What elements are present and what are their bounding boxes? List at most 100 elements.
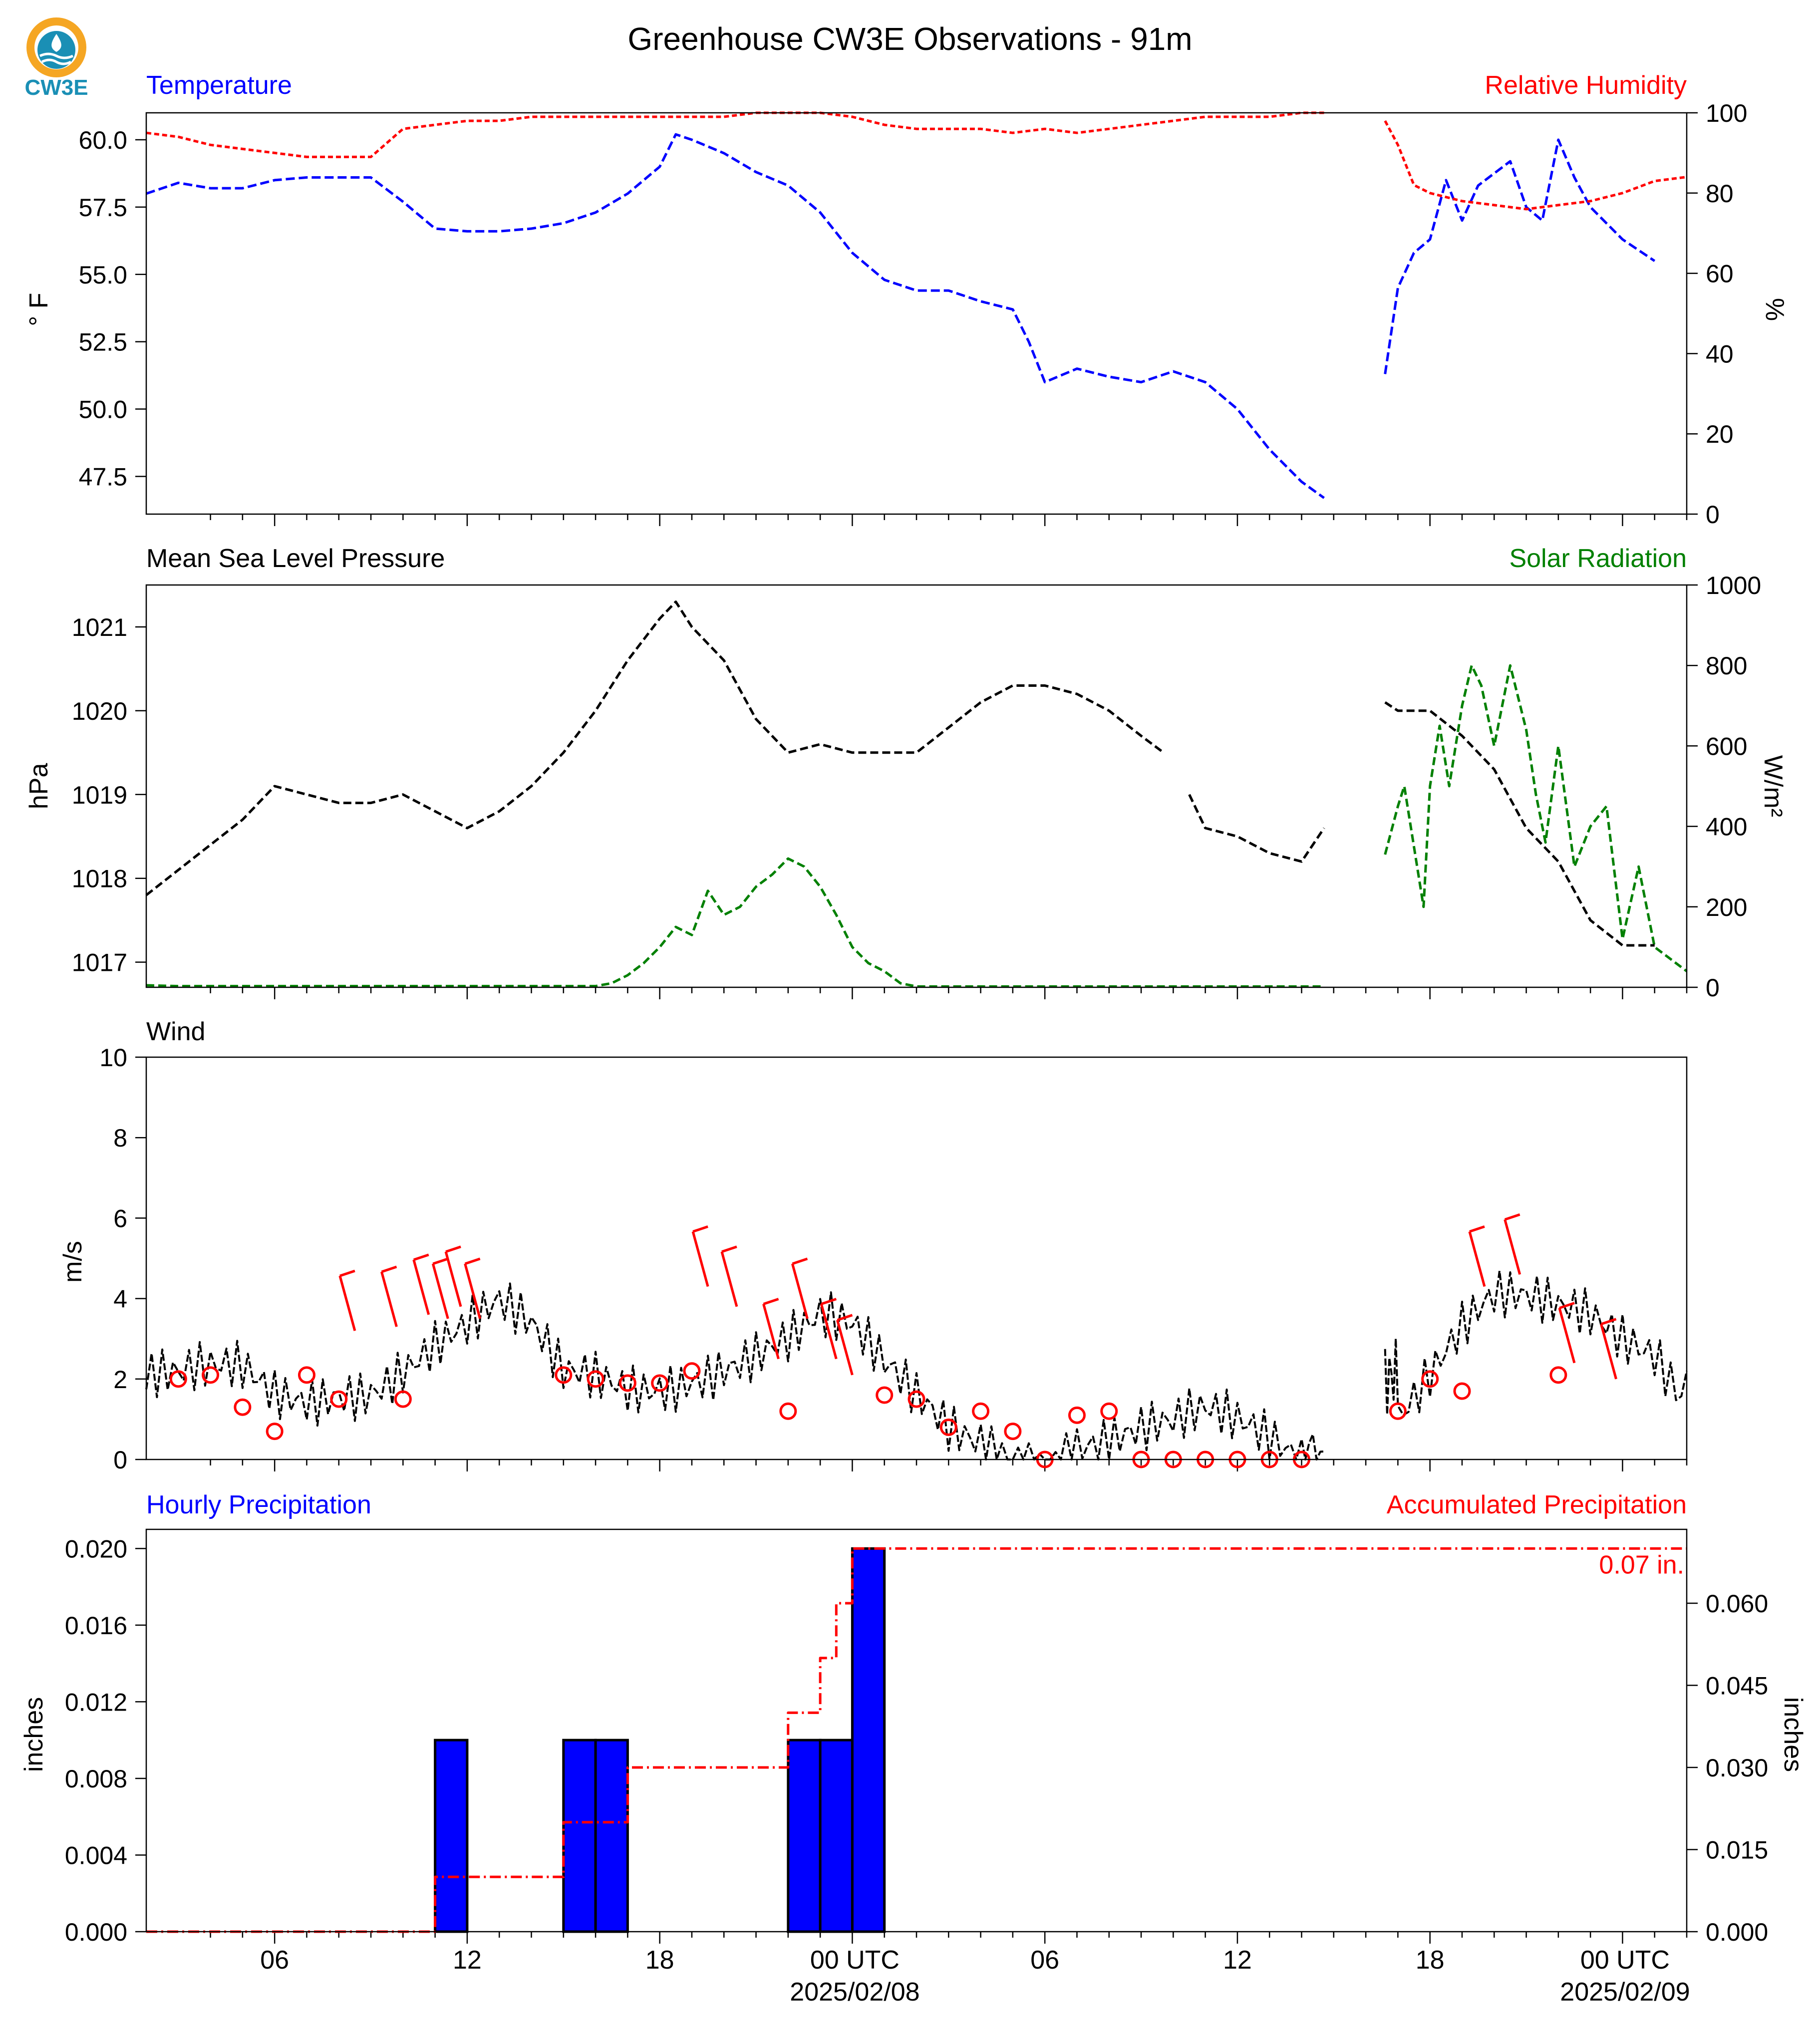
calm-wind-marker — [169, 1370, 187, 1388]
humidity-line — [1384, 120, 1687, 211]
panel2-ticks: 1017 1018 1019 1020 1021 0 200 400 600 800 1000 — [72, 572, 1761, 1002]
temperature-y-tick-label: 57.5 — [79, 194, 127, 222]
accum-y-tick-label: 0.015 — [1706, 1836, 1768, 1864]
wind-barb-flag — [413, 1253, 429, 1261]
calm-wind-marker — [1100, 1402, 1118, 1420]
panel4-ticks: 0.000 0.004 0.008 0.012 0.016 0.020 0.000 0.015… — [65, 1535, 1768, 1946]
wind-barb-flag — [339, 1269, 355, 1277]
x-tick-label: 00 UTC — [810, 1946, 900, 1975]
temperature-y-tick-label: 47.5 — [79, 463, 127, 491]
wind-barb-flag — [1504, 1213, 1520, 1221]
wind-barb — [720, 1251, 738, 1307]
humidity-y-tick-label: 60 — [1706, 260, 1734, 288]
calm-wind-marker — [1004, 1423, 1022, 1441]
panel2-frame — [145, 584, 1688, 988]
pressure-line — [1188, 794, 1325, 863]
x-tick-label: 06 — [260, 1946, 289, 1975]
temperature-line — [146, 133, 1325, 499]
humidity-y-tick-label: 40 — [1706, 340, 1734, 368]
precip-y-tick-label: 0.012 — [65, 1688, 127, 1716]
panel-temperature-humidity: Temperature Relative Humidity ° F % 47.5… — [24, 71, 1789, 529]
wind-barb — [1600, 1324, 1617, 1380]
solar-y-tick-label: 600 — [1706, 732, 1747, 760]
x-tick-label: 18 — [1416, 1946, 1445, 1975]
calm-wind-marker — [298, 1366, 315, 1384]
humidity-y-tick-label: 80 — [1706, 180, 1734, 208]
wind-barb-flag — [432, 1257, 449, 1265]
panel1-frame — [145, 112, 1688, 515]
accum-y-tick-label: 0.060 — [1706, 1590, 1768, 1618]
solar-y-tick-label: 1000 — [1706, 572, 1761, 599]
calm-wind-marker — [266, 1423, 284, 1441]
solar-y-tick-label: 400 — [1706, 813, 1747, 841]
precip-bar — [787, 1738, 822, 1933]
wind-barb — [444, 1251, 462, 1307]
calm-wind-marker — [908, 1390, 925, 1408]
precip-y-tick-label: 0.004 — [65, 1841, 127, 1869]
pressure-title: Mean Sea Level Pressure — [146, 544, 445, 573]
wind-barb — [691, 1231, 709, 1287]
solar-line — [1384, 664, 1688, 972]
x-tick-label: 12 — [453, 1946, 482, 1975]
solar-y-tick-label: 200 — [1706, 893, 1747, 921]
wind-barb-flag — [445, 1245, 461, 1253]
solar-line — [146, 857, 1324, 988]
humidity-ylabel: % — [1760, 298, 1789, 321]
accum-precip-line — [146, 1547, 1687, 1933]
temperature-ylabel: ° F — [24, 292, 53, 326]
x-tick-label: 18 — [645, 1946, 674, 1975]
pressure-ylabel: hPa — [24, 763, 53, 810]
x-tick-label: 12 — [1223, 1946, 1252, 1975]
wind-y-tick-label: 4 — [113, 1285, 127, 1313]
panel-pressure-solar: Mean Sea Level Pressure Solar Radiation … — [24, 544, 1788, 1002]
wind-barb — [380, 1271, 398, 1327]
accum-y-tick-label: 0.000 — [1706, 1918, 1768, 1946]
solar-title: Solar Radiation — [1509, 544, 1687, 573]
temperature-y-tick-label: 50.0 — [79, 396, 127, 424]
humidity-title: Relative Humidity — [1485, 71, 1687, 100]
calm-wind-marker — [1549, 1366, 1567, 1384]
accum-total-label: 0.07 in. — [1599, 1550, 1684, 1579]
x-axis-labels: 06 12 18 00 UTC 2025/02/08 06 12 18 00 UTC 2025/0… — [260, 1946, 1690, 2007]
temperature-title: Temperature — [146, 71, 292, 100]
humidity-y-tick-label: 20 — [1706, 420, 1734, 448]
calm-wind-marker — [972, 1402, 990, 1420]
pressure-y-tick-label: 1020 — [72, 697, 127, 725]
figure-title: Greenhouse CW3E Observations - 91m — [627, 21, 1192, 57]
wind-barb — [836, 1320, 854, 1376]
wind-barb-flag — [1600, 1318, 1617, 1326]
logo-drop-icon — [51, 34, 61, 52]
wind-barb — [338, 1275, 356, 1331]
calm-wind-marker — [587, 1370, 605, 1388]
wind-title: Wind — [146, 1017, 205, 1046]
wind-barb-flag — [721, 1245, 737, 1253]
calm-wind-marker — [1068, 1406, 1086, 1424]
hourly-precip-title: Hourly Precipitation — [146, 1490, 371, 1519]
calm-wind-marker — [330, 1390, 348, 1408]
pressure-y-tick-label: 1021 — [72, 613, 127, 641]
wind-barb — [1504, 1219, 1521, 1275]
calm-wind-marker — [876, 1386, 894, 1404]
precip-y-tick-label: 0.000 — [65, 1918, 127, 1946]
pressure-line — [145, 600, 1165, 896]
precip-y-tick-label: 0.008 — [65, 1765, 127, 1793]
wind-y-tick-label: 6 — [113, 1204, 127, 1232]
wind-barb — [431, 1263, 449, 1319]
pressure-y-tick-label: 1018 — [72, 865, 127, 893]
wind-barb-flag — [1469, 1225, 1485, 1233]
humidity-line — [146, 111, 1324, 158]
calm-wind-marker — [1389, 1402, 1407, 1420]
wind-speed-line — [145, 1282, 1324, 1460]
calm-wind-marker — [202, 1366, 220, 1384]
precip-bar — [434, 1738, 469, 1933]
wind-barb-flag — [792, 1257, 808, 1265]
wind-y-tick-label: 8 — [113, 1124, 127, 1152]
wind-barb-flag — [464, 1257, 481, 1265]
precip-bar — [851, 1547, 886, 1933]
solar-y-tick-label: 800 — [1706, 652, 1747, 680]
precip-bar — [562, 1738, 597, 1933]
wind-barb — [464, 1263, 482, 1319]
calm-wind-marker — [1421, 1370, 1439, 1388]
precip-y-tick-label: 0.016 — [65, 1612, 127, 1640]
